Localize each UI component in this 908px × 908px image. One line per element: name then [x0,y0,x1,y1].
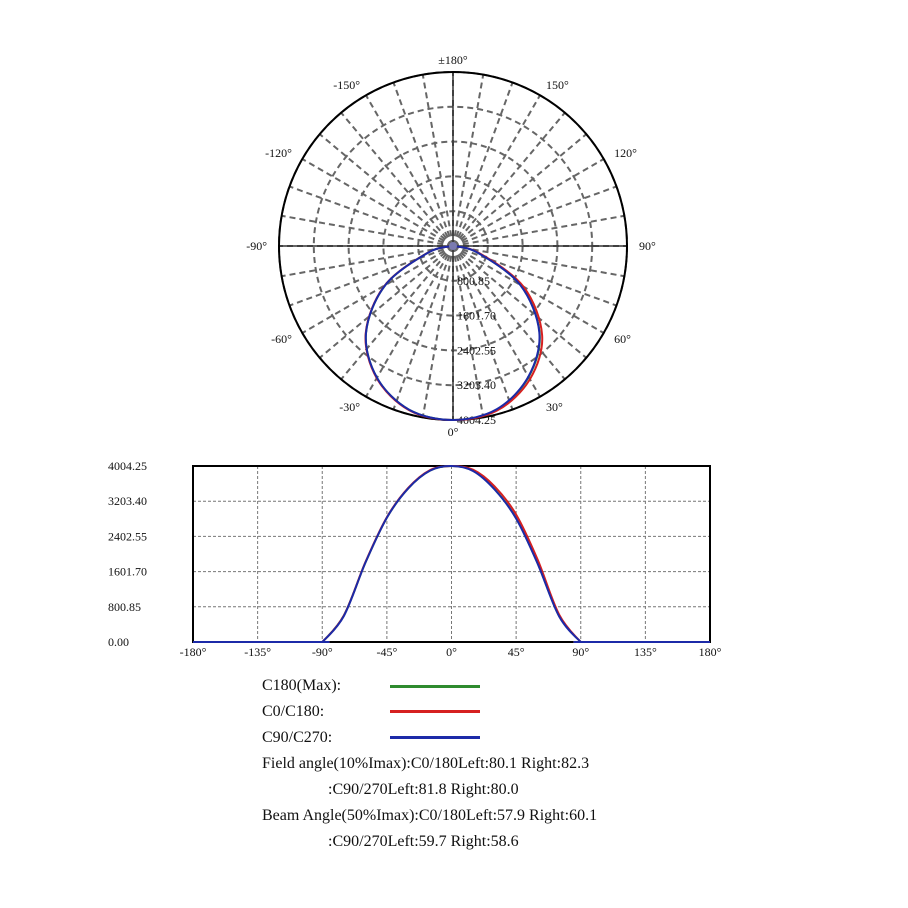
polar-grid-spoke [340,112,454,247]
polar-angle-label: 0° [448,425,459,439]
field-angle-line-2: :C90/270Left:81.8 Right:80.0 [328,781,519,798]
cart-series-c180 [193,464,710,644]
polar-angle-label: -150° [333,78,360,92]
polar-grid-spoke [452,245,541,398]
polar-radial-tick-label: 1601.70 [457,309,496,323]
field-angle-line-1: Field angle(10%Imax):C0/180Left:80.1 Rig… [262,755,590,772]
cart-x-tick-label: -90° [312,645,333,659]
cart-y-tick-label: 4004.25 [108,459,147,473]
polar-grid-spoke [319,133,454,247]
cart-y-tick-label: 2402.55 [108,529,147,543]
legend-label-c0-c180: C0/C180: [262,703,325,720]
cart-series-c90c270 [193,464,710,644]
polar-grid-spoke [281,245,454,278]
legend-label-c180: C180(Max): [262,677,342,694]
polar-grid-spoke [421,74,454,247]
polar-angle-label: -120° [265,146,292,160]
polar-grid-spoke [452,245,617,307]
polar-radial-tick-label: 2402.55 [457,343,496,357]
cart-plot-frame [192,465,711,643]
polar-grid-spoke [452,245,625,278]
polar-series-c90c270 [364,245,541,422]
polar-radial-tick-label: 800.85 [457,274,490,288]
cart-y-tick-label: 0.00 [108,635,129,649]
polar-angle-label: -30° [339,400,360,414]
polar-angle-label: -60° [271,332,292,346]
polar-radial-tick-label: 4004.25 [457,413,496,427]
polar-grid-spoke [392,245,454,410]
legend-label-c90-c270: C90/C270: [262,729,333,746]
polar-grid-spoke [452,112,566,247]
polar-angle-label: 150° [546,78,569,92]
cart-x-tick-label: 135° [634,645,657,659]
polar-grid-spoke [365,245,454,398]
cart-x-tick-label: 45° [508,645,525,659]
cart-x-tick-label: -135° [244,645,271,659]
polar-angle-label: 60° [614,332,631,346]
cart-x-tick-label: -45° [376,645,397,659]
cart-y-tick-label: 800.85 [108,600,141,614]
cart-x-tick-label: 180° [699,645,722,659]
polar-grid-spoke [452,245,587,359]
polar-grid-spoke [452,158,605,247]
polar-angle-label: ±180° [438,53,468,67]
polar-intensity-chart: 800.85 1601.70 2402.55 3203.40 4004.25 ±180° 1… [246,53,656,439]
polar-angle-label: 30° [546,400,563,414]
polar-grid-spoke [452,245,566,380]
beam-angle-line-1: Beam Angle(50%Imax):C0/180Left:57.9 Righ… [262,807,598,824]
polar-angle-label: 120° [614,146,637,160]
polar-grid-spoke [452,245,605,334]
polar-grid-spoke [340,245,454,380]
legend-swatch-c0-c180 [390,710,480,713]
polar-grid-spoke [289,245,454,307]
polar-grid-spoke [281,214,454,247]
polar-grid-spoke [301,158,454,247]
polar-center-dot [449,242,457,250]
polar-grid-spoke [319,245,454,359]
polar-angle-label: -90° [246,239,267,253]
polar-grid-spoke [452,74,485,247]
polar-grid-spoke [452,245,485,418]
polar-grid-spoke [452,214,625,247]
cart-x-tick-label: 90° [572,645,589,659]
cart-series-c0c180 [193,464,710,644]
polar-grid-spoke [289,185,454,247]
polar-grid-spoke [452,245,514,410]
polar-grid-spoke [452,94,541,247]
cart-x-tick-label: 0° [446,645,457,659]
cart-y-tick-label: 3203.40 [108,494,147,508]
beam-angle-line-2: :C90/270Left:59.7 Right:58.6 [328,833,519,850]
polar-grid-spoke [452,82,514,247]
polar-grid-spoke [392,82,454,247]
polar-grid-spoke [301,245,454,334]
polar-grid-spoke [365,94,454,247]
cart-y-tick-label: 1601.70 [108,565,147,579]
polar-grid-spoke [452,133,587,247]
polar-radial-tick-label: 3203.40 [457,378,496,392]
polar-grid-spoke [421,245,454,418]
cart-x-tick-label: -180° [180,645,207,659]
legend-swatch-c90-c270 [390,736,480,739]
polar-grid-spoke [452,185,617,247]
polar-angle-label: 90° [639,239,656,253]
legend-swatch-c180 [390,685,480,688]
